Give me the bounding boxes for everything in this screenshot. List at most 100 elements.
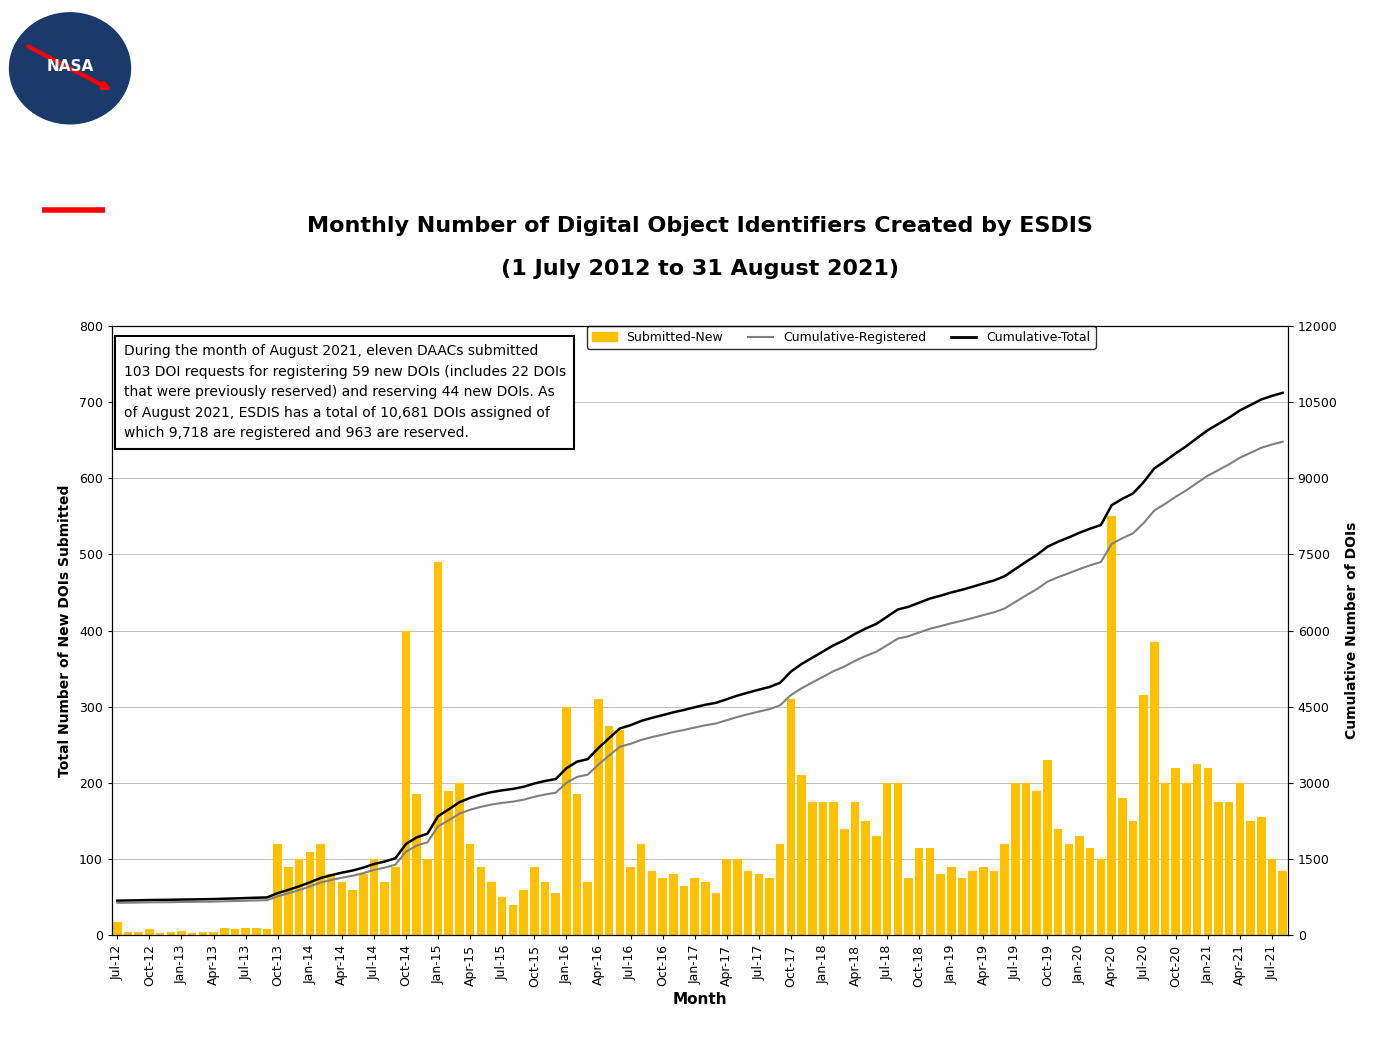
Bar: [904, 879, 913, 935]
Bar: [840, 828, 848, 935]
Bar: [584, 882, 592, 935]
Bar: [1214, 802, 1222, 935]
Bar: [776, 844, 784, 935]
Bar: [690, 879, 699, 935]
Bar: [561, 706, 571, 935]
Bar: [1119, 799, 1127, 935]
Bar: [1022, 783, 1030, 935]
Bar: [241, 928, 251, 935]
Bar: [1149, 642, 1159, 935]
Bar: [1001, 844, 1009, 935]
Bar: [337, 882, 346, 935]
Bar: [231, 929, 239, 935]
Bar: [1107, 516, 1116, 935]
Bar: [326, 874, 336, 935]
Bar: [1172, 767, 1180, 935]
Bar: [413, 795, 421, 935]
Bar: [498, 898, 507, 935]
Bar: [519, 889, 528, 935]
Bar: [637, 844, 645, 935]
Bar: [701, 882, 710, 935]
Bar: [626, 867, 634, 935]
Bar: [743, 870, 752, 935]
X-axis label: Month: Month: [672, 992, 728, 1007]
Bar: [946, 867, 956, 935]
Bar: [487, 882, 496, 935]
Bar: [123, 931, 133, 935]
Bar: [722, 860, 731, 935]
Bar: [444, 790, 454, 935]
Bar: [1043, 760, 1051, 935]
Text: NASA: NASA: [46, 59, 94, 74]
Bar: [861, 821, 869, 935]
Bar: [829, 802, 839, 935]
Bar: [476, 867, 486, 935]
Bar: [434, 562, 442, 935]
Bar: [734, 860, 742, 935]
Bar: [466, 844, 475, 935]
Text: (1 July 2012 to 31 August 2021): (1 July 2012 to 31 August 2021): [501, 259, 899, 279]
Bar: [1257, 818, 1266, 935]
Bar: [188, 933, 196, 935]
Bar: [155, 933, 164, 935]
Bar: [1246, 821, 1254, 935]
Bar: [1278, 870, 1287, 935]
Bar: [305, 851, 314, 935]
Bar: [209, 931, 218, 935]
Bar: [851, 802, 860, 935]
Bar: [146, 929, 154, 935]
Bar: [316, 844, 325, 935]
Bar: [1204, 767, 1212, 935]
Bar: [370, 860, 378, 935]
Bar: [263, 929, 272, 935]
Bar: [658, 879, 666, 935]
Circle shape: [10, 13, 130, 124]
Bar: [711, 893, 721, 935]
Bar: [1225, 802, 1233, 935]
Bar: [1096, 860, 1105, 935]
Bar: [552, 893, 560, 935]
Bar: [358, 874, 368, 935]
Bar: [391, 867, 399, 935]
Bar: [797, 776, 806, 935]
Bar: [113, 922, 122, 935]
Bar: [1086, 848, 1095, 935]
Bar: [531, 867, 539, 935]
Bar: [594, 699, 603, 935]
Bar: [787, 699, 795, 935]
Bar: [605, 726, 613, 935]
Bar: [937, 874, 945, 935]
Bar: [402, 631, 410, 935]
Bar: [1182, 783, 1191, 935]
Bar: [616, 729, 624, 935]
Bar: [819, 802, 827, 935]
Bar: [295, 860, 304, 935]
Text: During the month of August 2021, eleven DAACs submitted
103 DOI requests for reg: During the month of August 2021, eleven …: [123, 344, 566, 440]
Bar: [381, 882, 389, 935]
Bar: [284, 867, 293, 935]
Bar: [1054, 828, 1063, 935]
Bar: [1064, 844, 1074, 935]
Bar: [766, 879, 774, 935]
Bar: [1161, 783, 1169, 935]
Bar: [1267, 860, 1277, 935]
Bar: [220, 928, 228, 935]
Bar: [1236, 783, 1245, 935]
Bar: [167, 932, 175, 935]
Bar: [1032, 790, 1042, 935]
Text: Monthly Number of Digital Object Identifiers Created by ESDIS: Monthly Number of Digital Object Identif…: [307, 217, 1093, 236]
Legend: Submitted-New, Cumulative-Registered, Cumulative-Total: Submitted-New, Cumulative-Registered, Cu…: [587, 326, 1096, 349]
Bar: [969, 870, 977, 935]
Bar: [883, 783, 892, 935]
Bar: [755, 874, 763, 935]
Bar: [1075, 837, 1084, 935]
Bar: [1140, 696, 1148, 935]
Bar: [273, 844, 281, 935]
Bar: [914, 848, 924, 935]
Bar: [1128, 821, 1137, 935]
Bar: [252, 928, 260, 935]
Bar: [349, 889, 357, 935]
Bar: [958, 879, 966, 935]
Bar: [648, 870, 657, 935]
Bar: [199, 931, 207, 935]
